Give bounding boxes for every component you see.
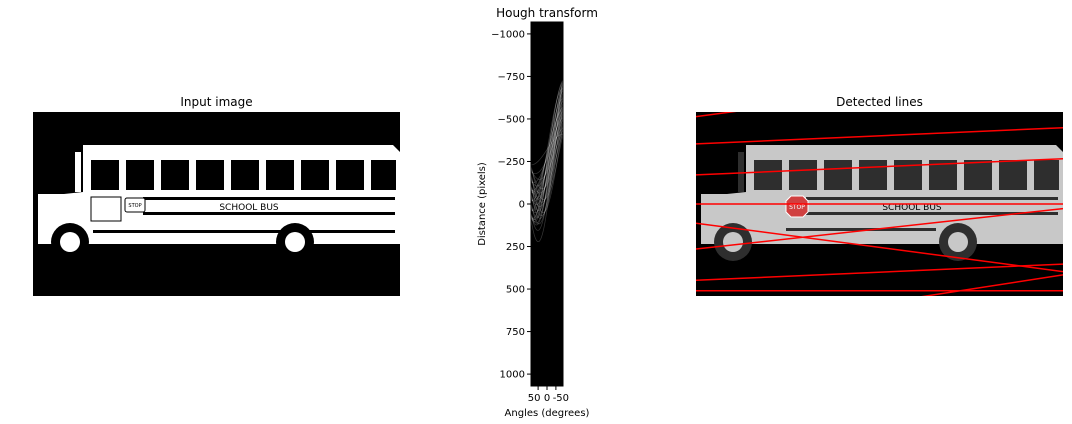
- stop-sign-input: STOP: [128, 203, 141, 209]
- hough-curve: [531, 106, 563, 219]
- hough-image: [531, 22, 563, 386]
- hough-curve: [531, 112, 563, 198]
- hough-sinusoids: [531, 79, 563, 243]
- hough-title: Hough transform: [496, 6, 598, 20]
- hough-curve: [531, 127, 563, 174]
- hough-curve: [531, 79, 563, 221]
- hough-curve: [531, 108, 563, 192]
- hough-curve: [531, 102, 563, 205]
- detected-lines-panel: SCHOOL BUS STOP: [696, 112, 1063, 296]
- detected-line: [696, 263, 1063, 282]
- hough-curve: [531, 100, 563, 202]
- hough-curve: [531, 85, 563, 224]
- hough-curve: [531, 106, 563, 193]
- input-image-title: Input image: [180, 95, 253, 109]
- x-axis-ticks: 50 0 -50: [528, 386, 569, 404]
- detected-line: [696, 207, 1063, 250]
- hough-curve: [531, 82, 563, 222]
- hough-curve: [531, 90, 563, 211]
- stop-sign-detected: STOP: [789, 204, 805, 211]
- bus-gray: [701, 145, 1063, 261]
- hough-curve: [531, 88, 563, 212]
- hough-curve: [531, 117, 563, 184]
- hough-curve: [531, 129, 563, 180]
- hough-curve: [531, 94, 563, 218]
- hough-curve: [531, 133, 563, 200]
- y-tick-label: 0: [519, 200, 525, 211]
- y-tick-label: 1000: [500, 370, 525, 381]
- hough-curve: [531, 86, 563, 231]
- hough-curve: [531, 115, 563, 217]
- hough-curve: [531, 123, 563, 203]
- hough-curve: [531, 81, 563, 219]
- detected-line: [921, 274, 1063, 296]
- hough-curve: [531, 109, 563, 195]
- detected-line: [696, 222, 1063, 273]
- detected-line: [696, 126, 1063, 145]
- x-tick-label: 0: [544, 393, 550, 404]
- detected-lines-title: Detected lines: [836, 95, 923, 109]
- hough-curve: [531, 104, 563, 211]
- y-axis-ticks: −1000 −750 −500 −250 0 250 500 750 1000: [491, 29, 531, 381]
- y-tick-label: −250: [498, 157, 525, 168]
- hough-curve: [531, 119, 563, 187]
- detected-line: [696, 157, 1063, 176]
- y-tick-label: 250: [506, 242, 525, 253]
- y-tick-label: −1000: [491, 29, 525, 40]
- hough-curve: [531, 96, 563, 225]
- y-axis-label: Distance (pixels): [477, 162, 488, 246]
- y-tick-label: −500: [498, 114, 525, 125]
- hough-curve: [531, 133, 563, 166]
- bus-silhouette: [38, 145, 400, 261]
- hough-curve: [531, 84, 563, 226]
- hough-curve: [531, 92, 563, 214]
- x-axis-label: Angles (degrees): [505, 408, 590, 419]
- y-tick-label: −750: [498, 72, 525, 83]
- x-tick-label: -50: [553, 393, 569, 404]
- y-tick-label: 500: [506, 285, 525, 296]
- y-tick-label: 750: [506, 327, 525, 338]
- x-tick-label: 50: [528, 393, 541, 404]
- hough-curve: [531, 113, 563, 207]
- hough-curve: [531, 125, 563, 213]
- hough-curve: [531, 131, 563, 190]
- detected-lines: [696, 112, 1063, 296]
- input-image-panel: SCHOOL BUS STOP: [33, 112, 400, 296]
- hough-curve: [531, 98, 563, 202]
- hough-curve: [531, 110, 563, 193]
- hough-curve: [531, 83, 563, 220]
- bus-label-input: SCHOOL BUS: [219, 203, 279, 213]
- bus-label-detected: SCHOOL BUS: [882, 203, 942, 213]
- hough-curve: [531, 111, 563, 200]
- hough-curve: [531, 79, 563, 243]
- hough-curve: [531, 121, 563, 194]
